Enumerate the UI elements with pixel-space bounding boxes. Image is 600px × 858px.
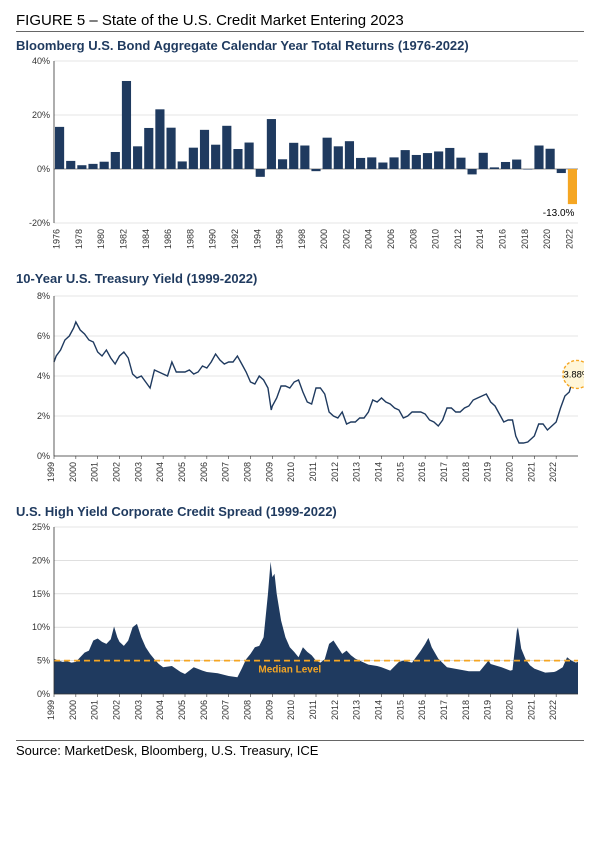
svg-text:2019: 2019 bbox=[483, 462, 493, 482]
svg-text:2001: 2001 bbox=[90, 462, 100, 482]
svg-text:4%: 4% bbox=[37, 371, 50, 381]
svg-text:8%: 8% bbox=[37, 291, 50, 301]
svg-text:2016: 2016 bbox=[417, 700, 427, 720]
svg-text:3.88%: 3.88% bbox=[563, 369, 584, 380]
svg-text:2009: 2009 bbox=[264, 700, 274, 720]
svg-text:2019: 2019 bbox=[483, 700, 493, 720]
svg-text:1980: 1980 bbox=[96, 229, 106, 249]
svg-text:2012: 2012 bbox=[453, 229, 463, 249]
svg-text:2005: 2005 bbox=[177, 462, 187, 482]
svg-text:2018: 2018 bbox=[520, 229, 530, 249]
svg-text:2018: 2018 bbox=[461, 700, 471, 720]
svg-text:2007: 2007 bbox=[221, 700, 231, 720]
svg-text:1982: 1982 bbox=[118, 229, 128, 249]
svg-text:15%: 15% bbox=[32, 589, 50, 599]
svg-text:2008: 2008 bbox=[243, 462, 253, 482]
svg-text:2003: 2003 bbox=[133, 700, 143, 720]
svg-text:2022: 2022 bbox=[548, 462, 558, 482]
svg-text:10%: 10% bbox=[32, 622, 50, 632]
svg-text:2017: 2017 bbox=[439, 462, 449, 482]
svg-text:1999: 1999 bbox=[46, 700, 56, 720]
svg-text:2%: 2% bbox=[37, 411, 50, 421]
svg-text:25%: 25% bbox=[32, 522, 50, 532]
svg-text:1998: 1998 bbox=[297, 229, 307, 249]
svg-text:2014: 2014 bbox=[475, 229, 485, 249]
svg-text:2010: 2010 bbox=[431, 229, 441, 249]
svg-text:-13.0%: -13.0% bbox=[543, 208, 575, 219]
svg-text:1978: 1978 bbox=[74, 229, 84, 249]
svg-text:2000: 2000 bbox=[68, 462, 78, 482]
svg-text:2016: 2016 bbox=[417, 462, 427, 482]
svg-text:2006: 2006 bbox=[199, 700, 209, 720]
svg-text:2011: 2011 bbox=[308, 700, 318, 719]
svg-text:2013: 2013 bbox=[352, 700, 362, 720]
svg-text:0%: 0% bbox=[37, 451, 50, 461]
svg-text:2020: 2020 bbox=[542, 229, 552, 249]
svg-text:1986: 1986 bbox=[163, 229, 173, 249]
svg-text:2014: 2014 bbox=[374, 700, 384, 720]
svg-text:1976: 1976 bbox=[52, 229, 62, 249]
svg-text:2021: 2021 bbox=[526, 462, 536, 482]
svg-text:2008: 2008 bbox=[243, 700, 253, 720]
svg-text:2022: 2022 bbox=[548, 700, 558, 720]
svg-text:2006: 2006 bbox=[199, 462, 209, 482]
svg-text:5%: 5% bbox=[37, 656, 50, 666]
svg-text:2003: 2003 bbox=[133, 462, 143, 482]
svg-text:2021: 2021 bbox=[526, 700, 536, 720]
svg-text:2014: 2014 bbox=[374, 462, 384, 482]
svg-text:1990: 1990 bbox=[208, 229, 218, 249]
svg-text:0%: 0% bbox=[37, 689, 50, 699]
svg-text:2009: 2009 bbox=[264, 462, 274, 482]
svg-text:2018: 2018 bbox=[461, 462, 471, 482]
svg-text:2015: 2015 bbox=[395, 700, 405, 720]
svg-text:2020: 2020 bbox=[505, 462, 515, 482]
svg-text:1994: 1994 bbox=[252, 229, 262, 249]
source-line: Source: MarketDesk, Bloomberg, U.S. Trea… bbox=[16, 740, 584, 758]
svg-text:1988: 1988 bbox=[185, 229, 195, 249]
svg-text:0%: 0% bbox=[37, 164, 50, 174]
svg-text:2002: 2002 bbox=[341, 229, 351, 249]
panel3-chart: 0% 5% 10% 15% 20% 25% Median Level 1999 2000 2001… bbox=[16, 521, 584, 736]
svg-text:2004: 2004 bbox=[155, 462, 165, 482]
svg-text:2005: 2005 bbox=[177, 700, 187, 720]
panel1-chart: -20% 0% 20% 40% -13.0% 1976 1978 1980 1982 1984 19… bbox=[16, 55, 584, 265]
svg-text:1984: 1984 bbox=[141, 229, 151, 249]
svg-text:2000: 2000 bbox=[68, 700, 78, 720]
svg-text:-20%: -20% bbox=[29, 218, 50, 228]
svg-text:2015: 2015 bbox=[395, 462, 405, 482]
figure-title: FIGURE 5 – State of the U.S. Credit Mark… bbox=[16, 12, 584, 32]
svg-text:2001: 2001 bbox=[90, 700, 100, 720]
svg-text:2002: 2002 bbox=[112, 462, 122, 482]
svg-text:1999: 1999 bbox=[46, 462, 56, 482]
svg-text:Median Level: Median Level bbox=[258, 665, 321, 676]
panel2-title: 10-Year U.S. Treasury Yield (1999-2022) bbox=[16, 271, 584, 286]
panel3-title: U.S. High Yield Corporate Credit Spread … bbox=[16, 504, 584, 519]
svg-text:2012: 2012 bbox=[330, 700, 340, 720]
panel1-title: Bloomberg U.S. Bond Aggregate Calendar Y… bbox=[16, 38, 584, 53]
svg-text:2011: 2011 bbox=[308, 462, 318, 481]
svg-text:2012: 2012 bbox=[330, 462, 340, 482]
svg-text:2022: 2022 bbox=[564, 229, 574, 249]
svg-text:40%: 40% bbox=[32, 56, 50, 66]
svg-text:6%: 6% bbox=[37, 331, 50, 341]
svg-text:2000: 2000 bbox=[319, 229, 329, 249]
svg-text:2017: 2017 bbox=[439, 700, 449, 720]
svg-text:2008: 2008 bbox=[408, 229, 418, 249]
svg-text:2004: 2004 bbox=[155, 700, 165, 720]
svg-text:2007: 2007 bbox=[221, 462, 231, 482]
svg-text:20%: 20% bbox=[32, 555, 50, 565]
svg-text:2010: 2010 bbox=[286, 700, 296, 720]
svg-text:2013: 2013 bbox=[352, 462, 362, 482]
svg-text:1992: 1992 bbox=[230, 229, 240, 249]
svg-text:1996: 1996 bbox=[275, 229, 285, 249]
svg-text:2010: 2010 bbox=[286, 462, 296, 482]
svg-text:2006: 2006 bbox=[386, 229, 396, 249]
svg-text:2016: 2016 bbox=[498, 229, 508, 249]
svg-text:2004: 2004 bbox=[364, 229, 374, 249]
svg-text:2002: 2002 bbox=[112, 700, 122, 720]
svg-text:20%: 20% bbox=[32, 110, 50, 120]
svg-text:2020: 2020 bbox=[505, 700, 515, 720]
panel2-chart: 0% 2% 4% 6% 8% 3.88% 1999 2000 2001 2002 2003 2004 2… bbox=[16, 288, 584, 498]
